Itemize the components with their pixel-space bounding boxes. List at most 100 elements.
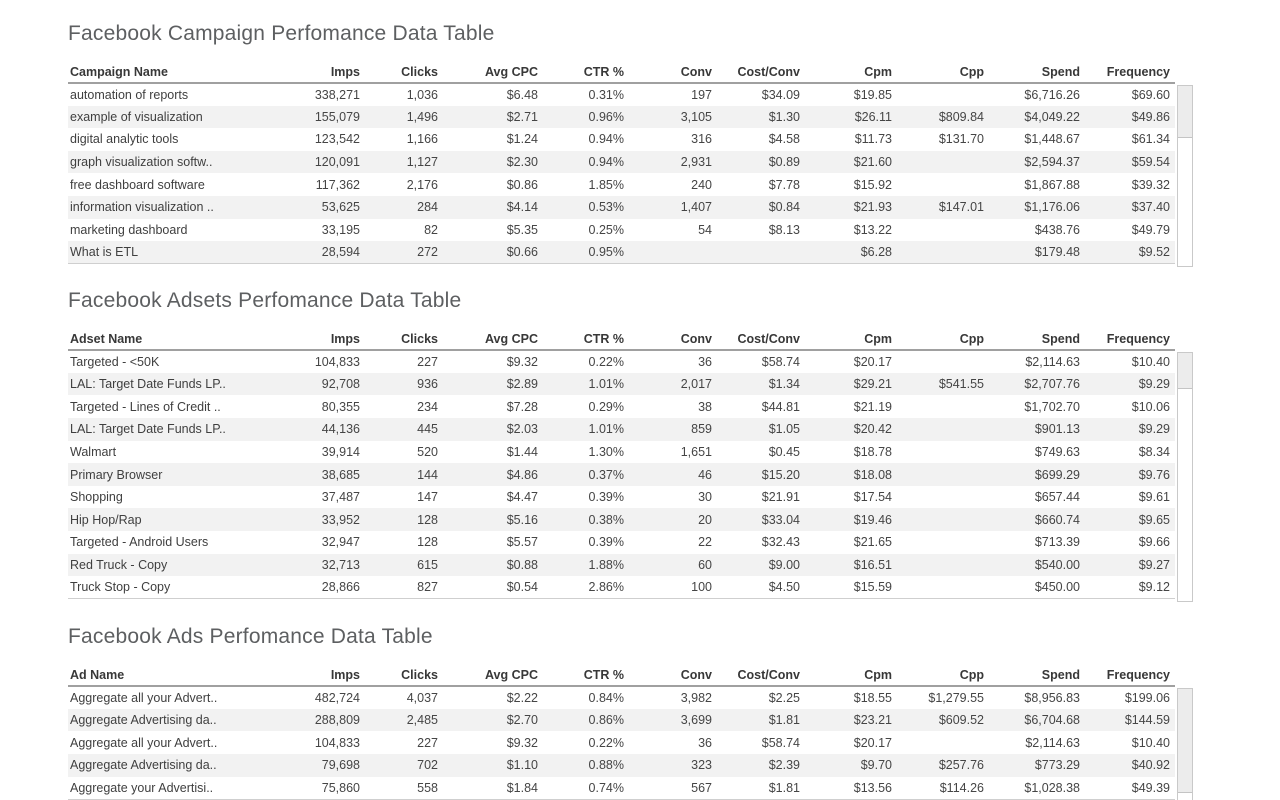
row-value-cell: $438.76 bbox=[1034, 222, 1080, 237]
row-value-cell bbox=[897, 418, 989, 441]
table-row[interactable]: Truck Stop - Copy 28,866 827 $0.54 2.86% 100 $… bbox=[68, 576, 1175, 599]
row-name-cell: Primary Browser bbox=[70, 467, 163, 482]
column-header[interactable]: Clicks bbox=[401, 64, 438, 79]
table-row[interactable]: information visualization .. 53,625 284 $4.… bbox=[68, 195, 1175, 219]
column-header[interactable]: Cpp bbox=[959, 64, 984, 79]
row-value-cell: $58.74 bbox=[761, 735, 800, 750]
row-value-cell: 0.25% bbox=[588, 222, 624, 237]
table-row[interactable]: Aggregate all your Advert.. 482,724 4,037 $… bbox=[68, 686, 1175, 709]
row-value-cell: 1,496 bbox=[406, 109, 438, 124]
column-header[interactable]: Adset Name bbox=[70, 331, 143, 346]
row-value-cell bbox=[897, 531, 989, 554]
column-header[interactable]: Avg CPC bbox=[484, 667, 538, 682]
row-value-cell bbox=[897, 83, 989, 106]
column-header[interactable]: Avg CPC bbox=[484, 331, 538, 346]
table-row[interactable]: free dashboard software 117,362 2,176 $0.86… bbox=[68, 173, 1175, 196]
adsets-data-table: Adset Name Imps Clicks Avg CPC CTR % Conv Cost… bbox=[68, 328, 1175, 599]
column-header[interactable]: Cost/Conv bbox=[737, 667, 801, 682]
scrollbar-thumb[interactable] bbox=[1178, 86, 1192, 138]
row-value-cell: $44.81 bbox=[761, 399, 800, 414]
table-row[interactable]: Targeted - <50K 104,833 227 $9.32 0.22% 36 $58… bbox=[68, 350, 1175, 373]
row-value-cell: 0.86% bbox=[588, 713, 624, 728]
table-row[interactable]: graph visualization softw.. 120,091 1,127 $… bbox=[68, 150, 1175, 174]
column-header[interactable]: CTR % bbox=[583, 64, 624, 79]
row-value-cell bbox=[897, 463, 989, 486]
table-row[interactable]: Red Truck - Copy 32,713 615 $0.88 1.88% 60 $9.… bbox=[68, 553, 1175, 577]
row-value-cell: 615 bbox=[417, 557, 438, 572]
row-value-cell: $9.32 bbox=[506, 735, 538, 750]
column-header[interactable]: CTR % bbox=[583, 667, 624, 682]
row-value-cell: 0.74% bbox=[588, 780, 624, 795]
row-value-cell: $20.17 bbox=[853, 735, 892, 750]
column-header[interactable]: Clicks bbox=[401, 331, 438, 346]
column-header[interactable]: CTR % bbox=[583, 331, 624, 346]
row-value-cell bbox=[897, 486, 989, 509]
scrollbar-thumb[interactable] bbox=[1178, 689, 1192, 794]
table-row[interactable]: What is ETL 28,594 272 $0.66 0.95% $6.28 $179.… bbox=[68, 241, 1175, 264]
table-row[interactable]: LAL: Target Date Funds LP.. 92,708 936 $2.8… bbox=[68, 372, 1175, 396]
column-header[interactable]: Spend bbox=[1041, 667, 1080, 682]
table-row[interactable]: automation of reports 338,271 1,036 $6.48 0.… bbox=[68, 83, 1175, 106]
table-row[interactable]: Shopping 37,487 147 $4.47 0.39% 30 $21.91 $17.5… bbox=[68, 486, 1175, 509]
row-value-cell: 128 bbox=[417, 535, 438, 550]
row-value-cell: 37,487 bbox=[321, 490, 360, 505]
column-header[interactable]: Cost/Conv bbox=[737, 64, 801, 79]
column-header[interactable]: Conv bbox=[680, 667, 712, 682]
column-header[interactable]: Campaign Name bbox=[70, 64, 168, 79]
table-row[interactable]: Aggregate Advertising da.. 288,809 2,485 $2… bbox=[68, 708, 1175, 732]
column-header[interactable]: Avg CPC bbox=[484, 64, 538, 79]
column-header[interactable]: Frequency bbox=[1106, 64, 1170, 79]
row-value-cell: $39.32 bbox=[1131, 177, 1170, 192]
row-value-cell: $609.52 bbox=[938, 713, 984, 728]
row-value-cell: 936 bbox=[417, 377, 438, 392]
column-header[interactable]: Frequency bbox=[1106, 331, 1170, 346]
table-row[interactable]: digital analytic tools 123,542 1,166 $1.24 0… bbox=[68, 128, 1175, 151]
column-header[interactable]: Cpm bbox=[864, 331, 892, 346]
row-value-cell: 227 bbox=[417, 735, 438, 750]
row-value-cell: 0.94% bbox=[588, 155, 624, 170]
row-name-cell: example of visualization bbox=[70, 109, 203, 124]
table-row[interactable]: Primary Browser 38,685 144 $4.86 0.37% 46 $15.… bbox=[68, 463, 1175, 486]
table-row[interactable]: Targeted - Lines of Credit .. 80,355 234 $7… bbox=[68, 395, 1175, 418]
table-row[interactable]: Walmart 39,914 520 $1.44 1.30% 1,651 $0.45 $18.… bbox=[68, 441, 1175, 464]
row-value-cell: 0.39% bbox=[588, 490, 624, 505]
row-value-cell: 1.30% bbox=[588, 444, 624, 459]
table-row[interactable]: Aggregate Advertising da.. 79,698 702 $1.10… bbox=[68, 754, 1175, 777]
row-value-cell bbox=[897, 350, 989, 373]
row-name-cell: Targeted - <50K bbox=[70, 355, 160, 370]
column-header[interactable]: Clicks bbox=[401, 667, 438, 682]
row-value-cell: $9.52 bbox=[1138, 245, 1170, 260]
row-value-cell bbox=[897, 173, 989, 196]
column-header[interactable]: Cpm bbox=[864, 667, 892, 682]
column-header[interactable]: Imps bbox=[330, 331, 360, 346]
table-row[interactable]: Aggregate all your Advert.. 104,833 227 $9.… bbox=[68, 731, 1175, 754]
row-value-cell: 79,698 bbox=[321, 758, 360, 773]
column-header[interactable]: Cpp bbox=[959, 667, 984, 682]
column-header[interactable]: Imps bbox=[330, 667, 360, 682]
column-header[interactable]: Conv bbox=[680, 331, 712, 346]
column-header[interactable]: Spend bbox=[1041, 331, 1080, 346]
table-row[interactable]: LAL: Target Date Funds LP.. 44,136 445 $2.0… bbox=[68, 418, 1175, 441]
table-row[interactable]: Hip Hop/Rap 33,952 128 $5.16 0.38% 20 $33.04 $1… bbox=[68, 508, 1175, 531]
campaign-vertical-scrollbar[interactable] bbox=[1177, 85, 1193, 267]
row-value-cell: $15.59 bbox=[853, 580, 892, 595]
table-row[interactable]: marketing dashboard 33,195 82 $5.35 0.25% 54 $… bbox=[68, 219, 1175, 242]
column-header[interactable]: Ad Name bbox=[70, 667, 125, 682]
table-row[interactable]: Targeted - Android Users 32,947 128 $5.57 0.… bbox=[68, 531, 1175, 554]
column-header[interactable]: Cpm bbox=[864, 64, 892, 79]
column-header[interactable]: Cpp bbox=[959, 331, 984, 346]
column-header[interactable]: Spend bbox=[1041, 64, 1080, 79]
adsets-vertical-scrollbar[interactable] bbox=[1177, 352, 1193, 603]
column-header[interactable]: Imps bbox=[330, 64, 360, 79]
column-header[interactable]: Cost/Conv bbox=[737, 331, 801, 346]
ads-vertical-scrollbar[interactable] bbox=[1177, 688, 1193, 800]
row-value-cell: $1.10 bbox=[506, 758, 538, 773]
table-row[interactable]: example of visualization 155,079 1,496 $2.7… bbox=[68, 105, 1175, 129]
row-value-cell: $29.21 bbox=[853, 377, 892, 392]
row-value-cell: $58.74 bbox=[761, 355, 800, 370]
column-header[interactable]: Conv bbox=[680, 64, 712, 79]
scrollbar-thumb[interactable] bbox=[1178, 353, 1192, 390]
column-header[interactable]: Frequency bbox=[1106, 667, 1170, 682]
table-row[interactable]: Aggregate your Advertisi.. 75,860 558 $1.84… bbox=[68, 777, 1175, 800]
row-value-cell: 0.96% bbox=[588, 109, 624, 124]
